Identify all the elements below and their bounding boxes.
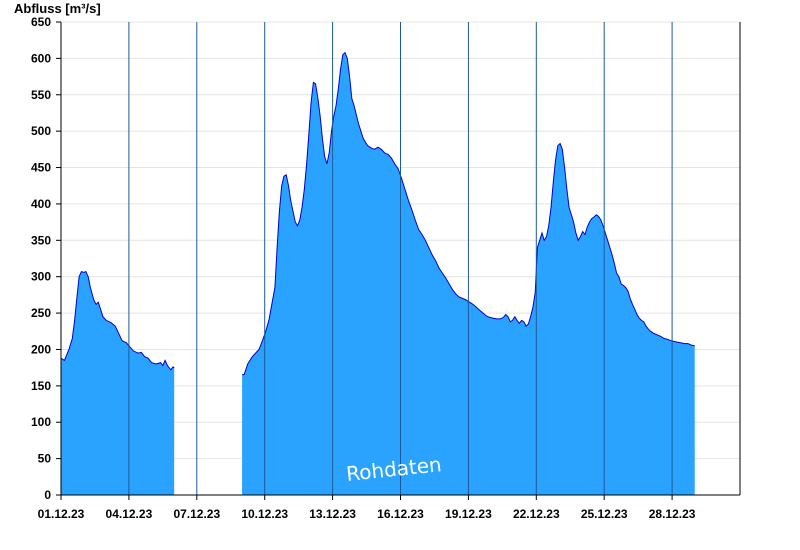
y-tick-label: 400 xyxy=(31,197,51,211)
y-tick-label: 0 xyxy=(44,488,51,502)
x-tick-lines xyxy=(128,22,673,495)
x-tick-label: 16.12.23 xyxy=(377,507,424,521)
series-line-1 xyxy=(60,270,175,371)
x-tick-label: 22.12.23 xyxy=(513,507,560,521)
y-axis-title: Abfluss [m³/s] xyxy=(14,1,101,16)
y-tick-label: 300 xyxy=(31,270,51,284)
y-tick-label: 450 xyxy=(31,161,51,175)
y-tick-label: 550 xyxy=(31,88,51,102)
y-tick-label: 100 xyxy=(31,415,51,429)
area-segment-1 xyxy=(61,271,175,495)
x-tick-label: 07.12.23 xyxy=(173,507,220,521)
y-tick-label: 200 xyxy=(31,342,51,356)
y-tick-label: 500 xyxy=(31,124,51,138)
x-tick-labels: 01.12.23 04.12.23 07.12.23 10.12.23 13.12.23… xyxy=(38,495,696,521)
area-segment-2 xyxy=(242,52,695,495)
y-tick-label: 50 xyxy=(38,452,52,466)
x-tick-label: 25.12.23 xyxy=(581,507,628,521)
series-line-2 xyxy=(241,51,695,376)
y-tick-label: 150 xyxy=(31,379,51,393)
x-tick-label: 01.12.23 xyxy=(38,507,85,521)
discharge-area xyxy=(60,51,695,495)
y-tick-label: 650 xyxy=(31,15,51,29)
x-tick-label: 28.12.23 xyxy=(649,507,696,521)
x-tick-label: 04.12.23 xyxy=(106,507,153,521)
y-tick-label: 600 xyxy=(31,51,51,65)
x-tick-label: 13.12.23 xyxy=(309,507,356,521)
y-tick-label: 250 xyxy=(31,306,51,320)
x-tick-label: 19.12.23 xyxy=(445,507,492,521)
y-tick-label: 350 xyxy=(31,233,51,247)
x-tick-label: 10.12.23 xyxy=(241,507,288,521)
y-tick-labels: 0 50 100 150 200 250 300 350 400 450 500 550 600 650 xyxy=(31,15,61,502)
